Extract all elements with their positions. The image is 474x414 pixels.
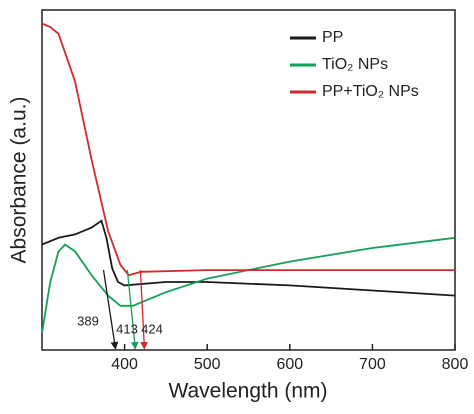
line-series bbox=[41, 236, 456, 334]
line-series bbox=[41, 22, 455, 277]
legend-label: TiO₂ NPs bbox=[322, 56, 388, 73]
x-tick-label: 800 bbox=[442, 356, 469, 373]
y-axis-label: Absorbance (a.u.) bbox=[8, 97, 31, 264]
x-tick-label: 700 bbox=[359, 356, 386, 373]
legend-label: PP+TiO₂ NPs bbox=[322, 83, 419, 100]
x-tick-label: 600 bbox=[276, 356, 303, 373]
x-axis-label: Wavelength (nm) bbox=[168, 380, 327, 403]
x-tick-label: 400 bbox=[111, 356, 138, 373]
annotation-arrow bbox=[139, 269, 148, 350]
line-series bbox=[41, 219, 456, 297]
legend-label: PP bbox=[322, 29, 343, 46]
plot-frame bbox=[41, 9, 456, 351]
x-tick-label: 500 bbox=[194, 356, 221, 373]
annotation-label: 413 bbox=[116, 321, 138, 336]
annotation-arrow bbox=[102, 269, 119, 350]
annotation-label: 389 bbox=[77, 313, 99, 328]
annotation-arrow bbox=[126, 269, 139, 350]
annotation-label: 424 bbox=[141, 321, 163, 336]
